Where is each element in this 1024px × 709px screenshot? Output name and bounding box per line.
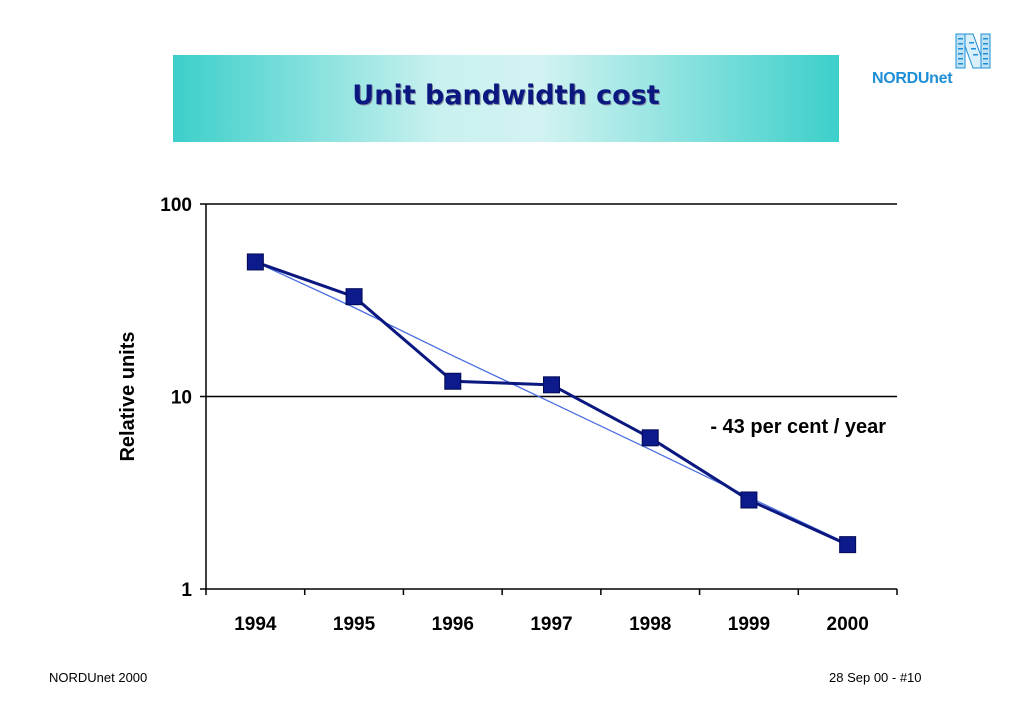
y-axis-label: Relative units (117, 331, 139, 461)
x-tick-label: 1999 (728, 614, 770, 635)
title-banner: Unit bandwidth cost (173, 55, 839, 142)
y-tick-label: 10 (171, 388, 192, 409)
x-tick-label: 1998 (629, 614, 671, 635)
x-tick-label: 1994 (234, 614, 277, 635)
data-point-1997 (543, 376, 560, 394)
data-point-2000 (839, 536, 857, 554)
footer-right: 28 Sep 00 - #10 (829, 670, 922, 685)
y-tick-label: 100 (160, 195, 192, 216)
nordunet-logo-icon (955, 33, 991, 69)
data-point-1996 (444, 372, 462, 390)
nordunet-logo: NORDUnet (866, 30, 996, 90)
data-point-1995 (345, 288, 363, 306)
slide-title: Unit bandwidth cost (352, 80, 660, 111)
x-tick-label: 1997 (530, 614, 572, 635)
footer-left: NORDUnet 2000 (49, 670, 148, 685)
data-point-1994 (246, 253, 264, 271)
trend-line (255, 261, 848, 545)
x-tick-label: 1995 (333, 614, 376, 635)
data-point-1999 (740, 491, 758, 509)
x-tick-label: 2000 (827, 614, 869, 635)
y-tick-label: 1 (181, 580, 192, 601)
trend-annotation: - 43 per cent / year (710, 416, 886, 438)
x-tick-label: 1996 (432, 614, 474, 635)
data-point-1998 (641, 429, 659, 447)
logo-text: NORDUnet (872, 70, 953, 87)
